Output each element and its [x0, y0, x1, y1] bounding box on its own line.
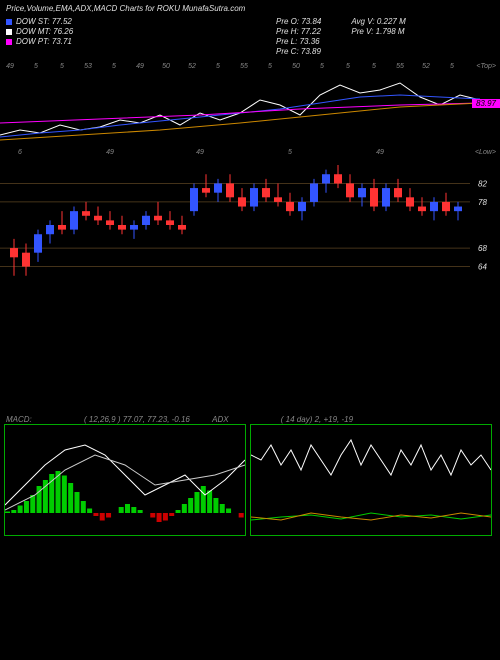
adx-label: ADX	[212, 415, 228, 424]
stats-col-2: Avg V: 0.227 MPre V: 1.798 M	[351, 17, 405, 57]
legend-mt-label: DOW MT: 76.26	[16, 27, 73, 36]
candle-ticks: <Low> 64949549	[0, 149, 500, 161]
header: DOW ST: 77.52 DOW MT: 76.26 DOW PT: 73.7…	[0, 17, 500, 57]
price-tag: 83.97	[472, 99, 500, 108]
macd-label: MACD:	[6, 415, 32, 424]
ema-chart: 83.97	[0, 75, 500, 145]
macd-box	[4, 424, 246, 536]
svg-text:78: 78	[478, 198, 487, 207]
legend-st-label: DOW ST: 77.52	[16, 17, 72, 26]
stats-col-1: Pre O: 73.84Pre H: 77.22Pre L: 73.36Pre …	[276, 17, 321, 57]
top-right-label: <Top>	[476, 63, 496, 70]
stats: Pre O: 73.84Pre H: 77.22Pre L: 73.36Pre …	[156, 17, 500, 57]
page-title: Price,Volume,EMA,ADX,MACD Charts for ROK…	[0, 0, 500, 17]
legend-mt: DOW MT: 76.26	[6, 27, 156, 36]
legend: DOW ST: 77.52 DOW MT: 76.26 DOW PT: 73.7…	[0, 17, 156, 57]
legend-st-swatch	[6, 19, 12, 25]
top-ticks: <Top> 495553549505255555055555525	[0, 63, 500, 75]
legend-pt-swatch	[6, 39, 12, 45]
svg-text:64: 64	[478, 263, 487, 272]
adx-params: ( 14 day) 2, +19, -19	[281, 415, 353, 424]
legend-st: DOW ST: 77.52	[6, 17, 156, 26]
legend-pt: DOW PT: 73.71	[6, 37, 156, 46]
svg-text:68: 68	[478, 244, 487, 253]
legend-mt-swatch	[6, 29, 12, 35]
indicator-row	[0, 424, 500, 536]
candle-right-label: <Low>	[475, 149, 496, 156]
macd-params: ( 12,26,9 ) 77.07, 77.23, -0.16	[84, 415, 190, 424]
indicator-labels: MACD: ( 12,26,9 ) 77.07, 77.23, -0.16 AD…	[0, 415, 500, 424]
adx-box	[250, 424, 492, 536]
candle-chart: 82 78 68 64	[0, 165, 500, 285]
svg-text:82: 82	[478, 179, 487, 188]
legend-pt-label: DOW PT: 73.71	[16, 37, 72, 46]
